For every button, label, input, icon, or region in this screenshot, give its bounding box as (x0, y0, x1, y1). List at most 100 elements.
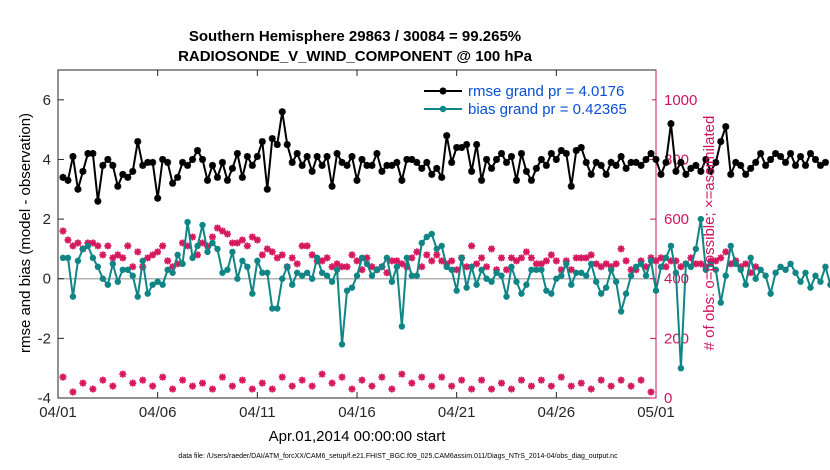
bias-point (353, 272, 361, 279)
obs-point (572, 254, 580, 262)
bias-point (244, 263, 251, 270)
rmse-point-core (589, 172, 594, 177)
obs-point (189, 233, 197, 241)
rmse-point-core (140, 163, 145, 168)
obs-point (458, 376, 466, 384)
bias-point (254, 257, 261, 265)
obs-point (537, 376, 545, 384)
rmse-point-core (748, 166, 753, 171)
obs-point (488, 385, 496, 393)
rmse-point-core (569, 184, 574, 189)
bias-point (328, 278, 336, 285)
rmse-point-core (579, 145, 584, 150)
x-tick-label-1: 04/06 (139, 404, 177, 421)
rmse-point-core (429, 172, 434, 177)
bias-point (553, 275, 560, 282)
rmse-point-core (160, 157, 165, 162)
obs-point (308, 382, 316, 390)
bias-point (154, 278, 161, 285)
bias-point (239, 257, 246, 265)
rmse-point-core (653, 157, 659, 162)
rmse-point-core (260, 139, 265, 144)
bias-point (219, 269, 226, 276)
obs-point (742, 260, 750, 268)
bias-point (338, 341, 346, 348)
bias-point (284, 263, 291, 270)
rmse-point-core (205, 178, 210, 183)
obs-point (303, 242, 311, 250)
rmse-point-core (354, 178, 360, 183)
bias-point (308, 275, 316, 282)
obs-point (503, 266, 510, 274)
bias-point (498, 272, 505, 279)
obs-point (69, 242, 77, 250)
obs-point (642, 263, 650, 271)
bias-point (433, 245, 440, 253)
obs-point (238, 236, 246, 244)
obs-point (278, 251, 286, 259)
rmse-point-core (220, 160, 225, 165)
bias-point (777, 263, 784, 270)
rmse-point-core (638, 163, 644, 168)
obs-point (208, 385, 216, 393)
rmse-point-core (549, 151, 554, 156)
bias-point (782, 266, 789, 273)
obs-point (463, 263, 471, 271)
rmse-point-core (100, 163, 106, 168)
rmse-point-core (60, 175, 66, 180)
bias-point (179, 260, 186, 268)
series-obs-1 (59, 370, 655, 396)
rmse-point-core (758, 151, 763, 156)
obs-point (159, 242, 167, 250)
rmse-point-core (773, 151, 778, 156)
obs-point (99, 251, 107, 259)
bias-point (79, 245, 87, 253)
bias-point (637, 260, 645, 268)
obs-point (617, 245, 625, 253)
bias-point (159, 281, 166, 288)
obs-point (602, 260, 610, 268)
bias-point (428, 230, 435, 238)
bias-point (513, 278, 520, 285)
rmse-point-core (798, 154, 803, 159)
bias-point (393, 263, 401, 270)
bias-point (169, 269, 176, 276)
bias-point (323, 272, 331, 279)
bias-point (563, 260, 570, 268)
obs-point (74, 239, 82, 247)
bias-point (548, 290, 555, 297)
obs-point (378, 373, 386, 381)
obs-point (59, 373, 67, 381)
obs-point (428, 257, 436, 265)
obs-point (363, 254, 371, 262)
obs-point (368, 382, 376, 390)
obs-point (248, 385, 256, 393)
rmse-point-core (678, 160, 684, 165)
obs-point (154, 248, 162, 256)
obs-point (408, 254, 416, 262)
bias-point (642, 272, 650, 279)
bias-point (607, 266, 615, 273)
rmse-point-core (738, 163, 743, 168)
rmse-point-core (823, 160, 828, 165)
obs-point (438, 373, 446, 381)
bias-point (59, 254, 67, 262)
obs-point (597, 263, 605, 271)
obs-point (498, 379, 506, 387)
bias-point (64, 254, 72, 262)
obs-point (159, 373, 167, 381)
bias-point (468, 263, 475, 270)
obs-point (328, 379, 336, 387)
obs-point (587, 251, 595, 259)
obs-point (418, 373, 426, 381)
obs-point (388, 385, 396, 393)
x-tick-label-4: 04/21 (438, 404, 476, 421)
obs-point (204, 242, 211, 250)
rmse-point-core (658, 172, 664, 177)
bias-point (717, 299, 724, 306)
rmse-point-core (668, 121, 674, 126)
bias-point (164, 266, 171, 273)
rmse-line (62, 111, 826, 202)
rmse-point-core (723, 124, 728, 129)
rmse-point-core (519, 151, 524, 156)
